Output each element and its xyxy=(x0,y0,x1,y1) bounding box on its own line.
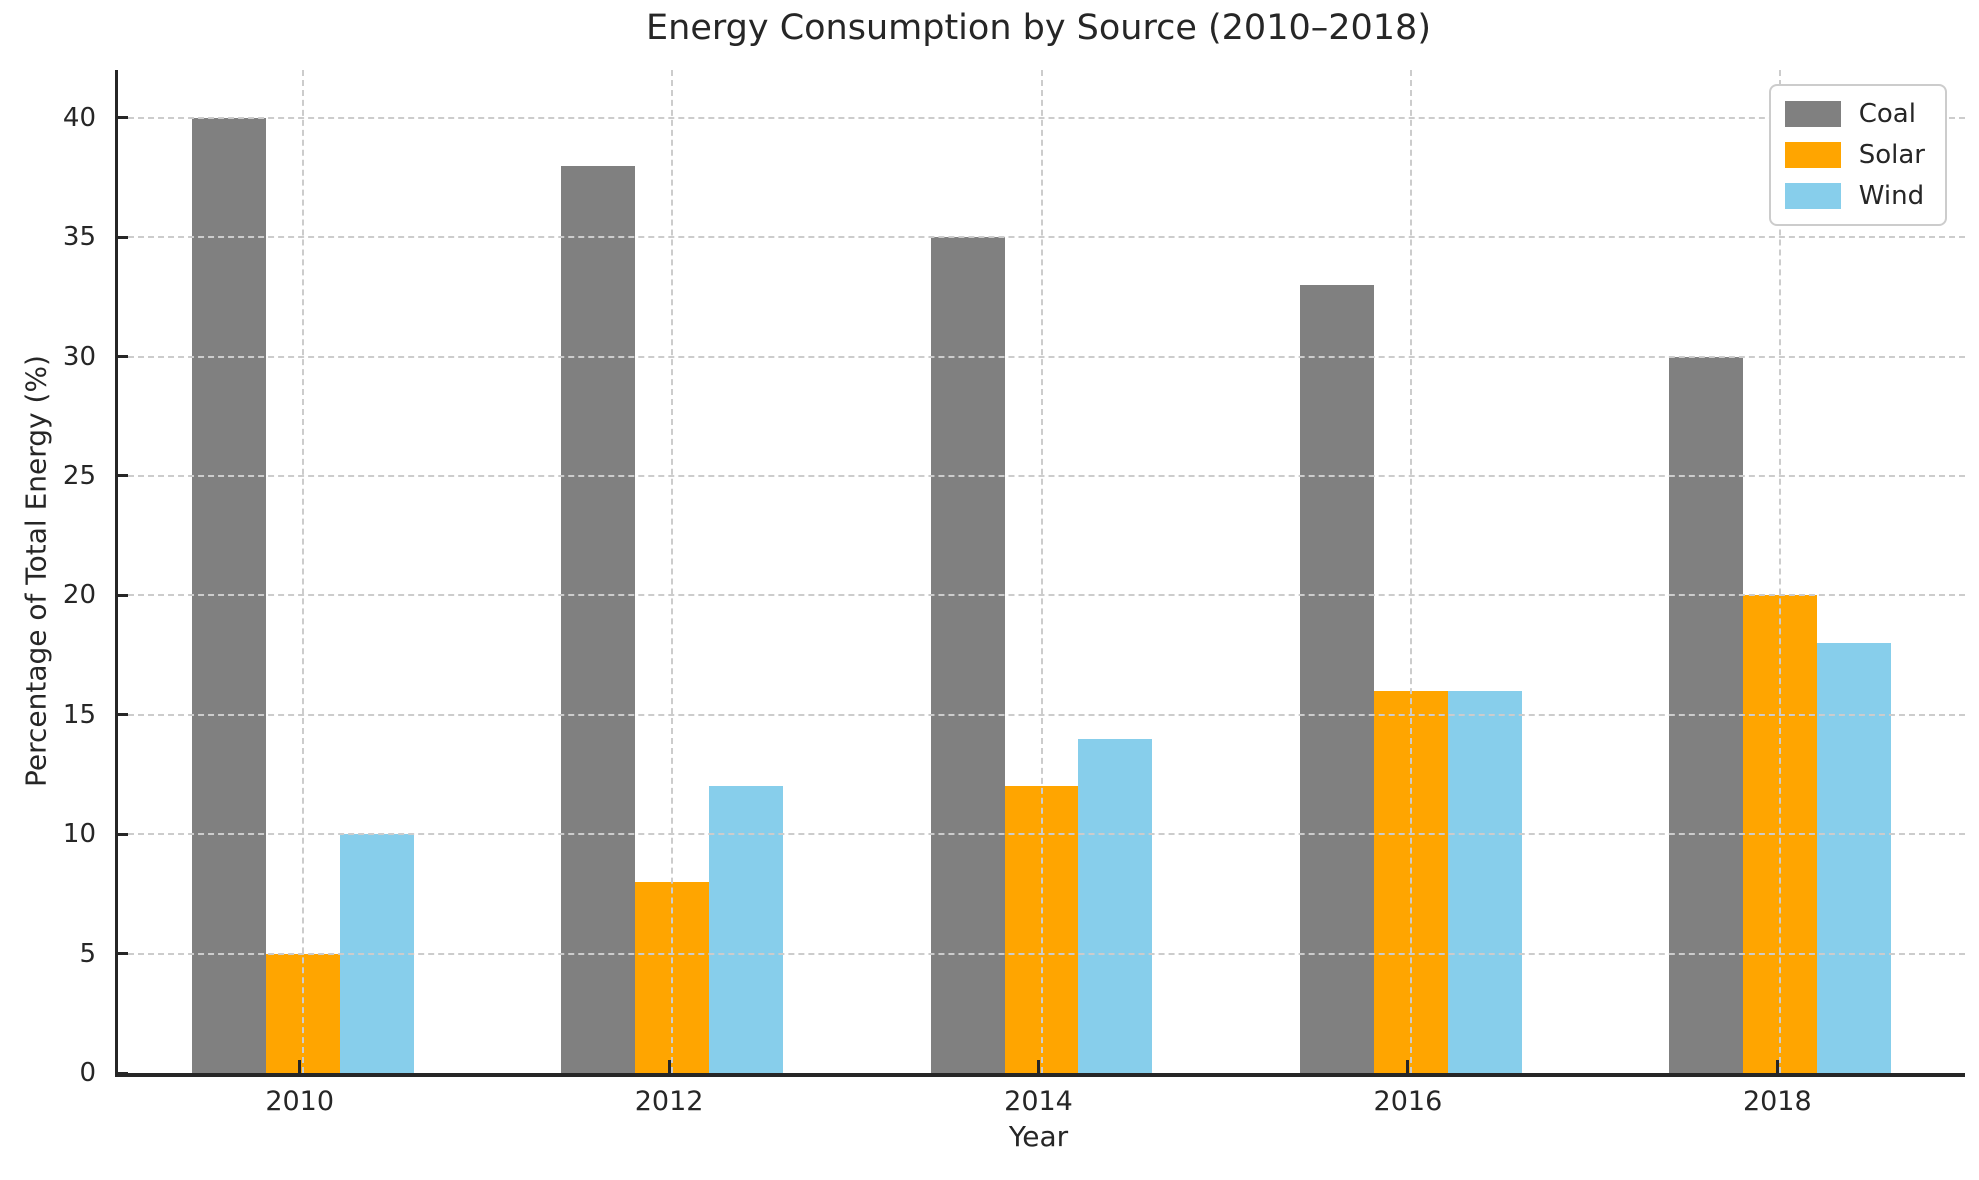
bar-coal-2012 xyxy=(561,165,636,1073)
wind-swatch-icon xyxy=(1784,183,1841,209)
y-tick-label-5: 5 xyxy=(79,938,96,969)
x-tick-label-2012: 2012 xyxy=(634,1086,704,1117)
y-tick-label-20: 20 xyxy=(62,580,96,611)
y-tick-15 xyxy=(115,713,128,717)
bar-coal-2016 xyxy=(1300,284,1374,1073)
bar-wind-2016 xyxy=(1447,690,1522,1073)
bar-solar-2018 xyxy=(1743,595,1818,1073)
bar-coal-2018 xyxy=(1669,356,1744,1073)
x-tick-label-2014: 2014 xyxy=(1004,1086,1073,1117)
legend-label-wind: Wind xyxy=(1858,181,1925,211)
coal-swatch-icon xyxy=(1784,101,1841,127)
x-axis-label: Year xyxy=(1008,1120,1069,1153)
legend: Coal Solar Wind xyxy=(1768,84,1947,226)
bar-wind-2018 xyxy=(1817,643,1892,1073)
y-tick-20 xyxy=(115,593,128,597)
bar-solar-2014 xyxy=(1004,786,1079,1073)
y-tick-40 xyxy=(115,116,128,120)
bar-solar-2012 xyxy=(635,881,710,1073)
gridline-x-2010 xyxy=(301,70,304,1073)
legend-label-solar: Solar xyxy=(1858,140,1925,170)
x-tick-2010 xyxy=(298,1060,302,1073)
y-tick-35 xyxy=(115,235,128,239)
legend-item-coal: Coal xyxy=(1784,98,1925,130)
y-tick-label-30: 30 xyxy=(62,341,96,372)
gridline-y-40 xyxy=(118,116,1965,119)
y-tick-label-40: 40 xyxy=(62,102,96,133)
y-tick-10 xyxy=(115,832,128,836)
y-tick-label-10: 10 xyxy=(62,819,96,850)
bar-wind-2010 xyxy=(339,834,414,1073)
y-tick-label-15: 15 xyxy=(62,699,96,730)
bar-wind-2014 xyxy=(1078,738,1153,1073)
bar-coal-2014 xyxy=(930,237,1005,1073)
legend-item-wind: Wind xyxy=(1784,180,1925,212)
bar-solar-2010 xyxy=(265,953,340,1073)
gridline-y-35 xyxy=(118,236,1965,239)
x-tick-label-2010: 2010 xyxy=(265,1086,335,1117)
bar-coal-2010 xyxy=(191,117,266,1073)
chart-title: Energy Consumption by Source (2010–2018) xyxy=(646,8,1431,48)
y-tick-25 xyxy=(115,474,128,478)
y-tick-label-25: 25 xyxy=(62,460,96,491)
y-tick-label-0: 0 xyxy=(79,1058,96,1088)
bar-wind-2012 xyxy=(709,786,783,1073)
x-tick-label-2016: 2016 xyxy=(1373,1086,1443,1117)
bar-solar-2016 xyxy=(1373,690,1448,1073)
y-tick-30 xyxy=(115,355,128,359)
x-tick-2012 xyxy=(667,1060,671,1073)
x-tick-2014 xyxy=(1037,1060,1040,1073)
x-tick-2016 xyxy=(1406,1060,1410,1073)
solar-swatch-icon xyxy=(1784,142,1841,168)
y-tick-0 xyxy=(115,1071,128,1075)
y-tick-label-35: 35 xyxy=(62,222,96,253)
legend-label-coal: Coal xyxy=(1858,99,1916,129)
x-tick-label-2018: 2018 xyxy=(1742,1086,1812,1117)
y-tick-5 xyxy=(115,952,128,956)
plot-area xyxy=(115,70,1965,1077)
x-tick-2018 xyxy=(1775,1060,1779,1073)
legend-item-solar: Solar xyxy=(1784,139,1925,171)
